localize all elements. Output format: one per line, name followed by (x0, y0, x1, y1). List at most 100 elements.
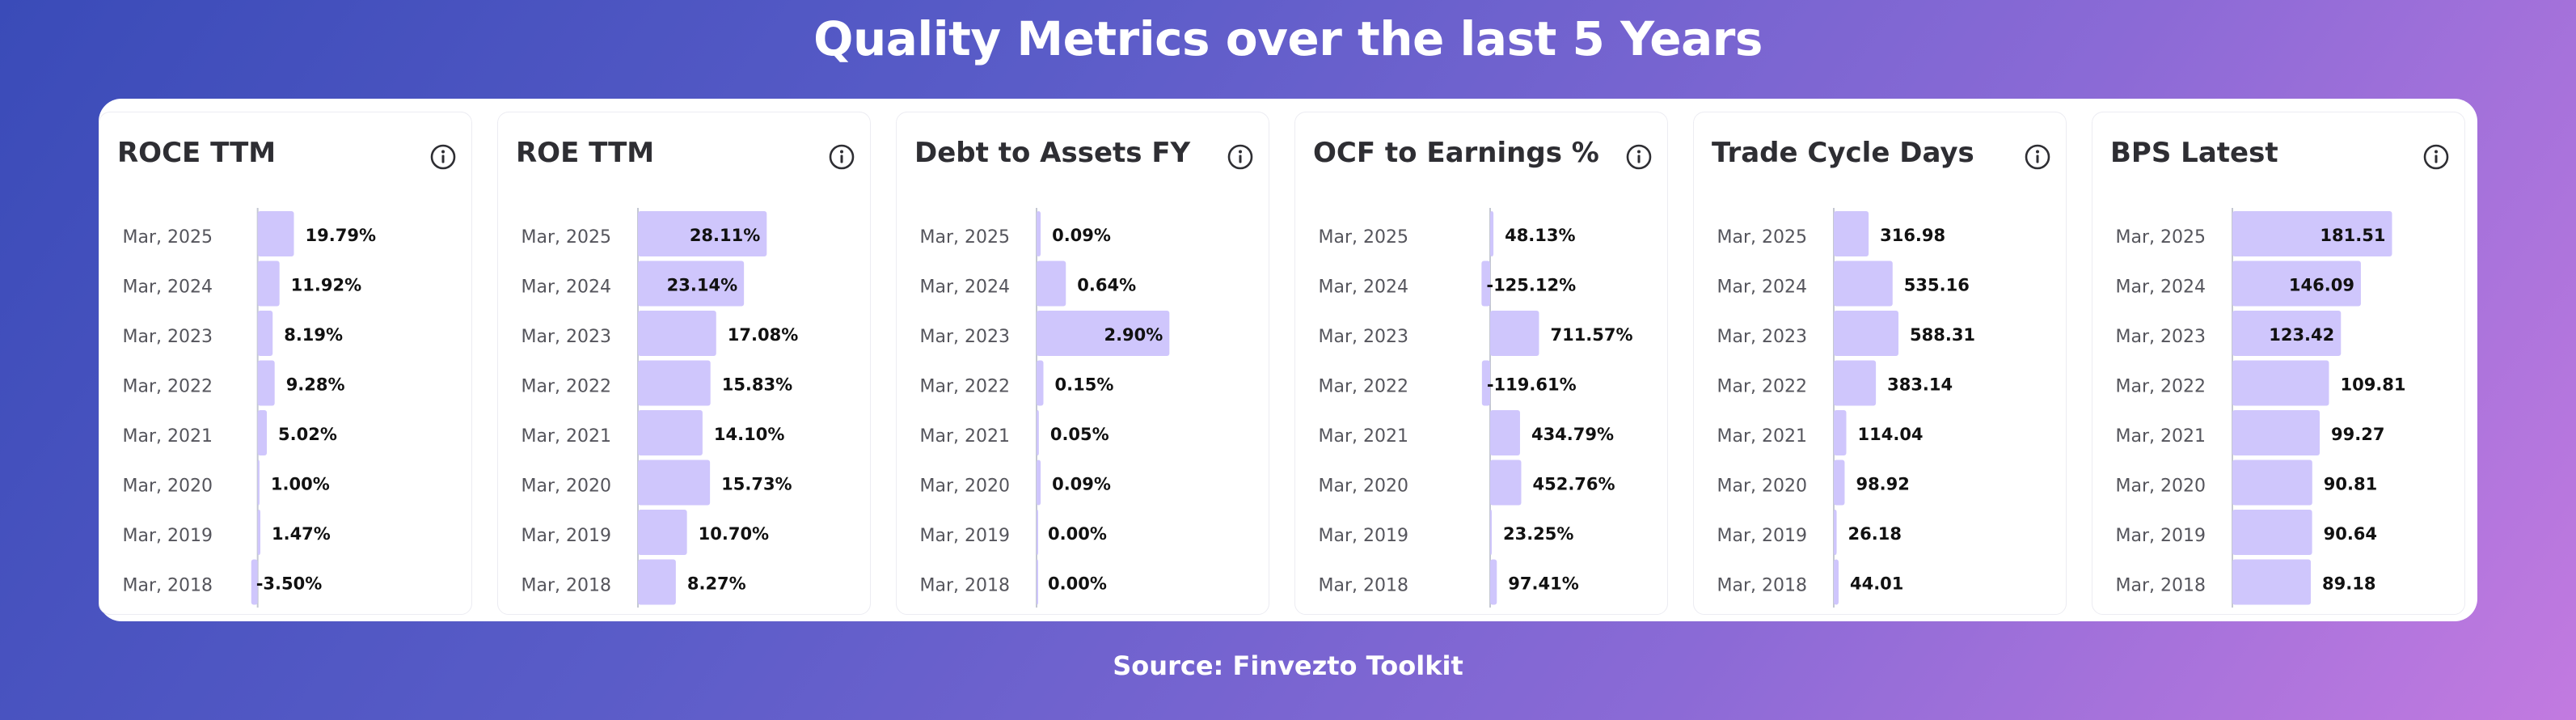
bar[interactable] (638, 311, 716, 356)
bar[interactable] (1490, 510, 1492, 555)
bar[interactable] (2232, 460, 2312, 506)
category-label: Mar, 2019 (2116, 526, 2206, 546)
value-label: 14.10% (714, 425, 784, 444)
bar[interactable] (1834, 559, 1839, 605)
value-label: 11.92% (291, 276, 361, 295)
panel-title: BPS Latest (2110, 137, 2278, 169)
category-label: Mar, 2021 (2116, 426, 2206, 447)
value-label: 316.98 (1880, 226, 1945, 245)
bar[interactable] (257, 410, 268, 455)
bar[interactable] (1481, 360, 1490, 406)
value-label: 10.70% (699, 524, 769, 544)
value-label: 98.92 (1856, 475, 1909, 494)
bar[interactable] (257, 211, 294, 256)
bar[interactable] (1834, 311, 1899, 356)
value-label: -3.50% (256, 574, 323, 594)
bar[interactable] (1037, 360, 1044, 406)
panel-title: Debt to Assets FY (914, 137, 1191, 169)
bar[interactable] (1834, 460, 1845, 506)
bar[interactable] (2232, 559, 2312, 605)
category-label: Mar, 2022 (522, 377, 611, 397)
bar-chart: Mar, 2025 0.09% Mar, 2024 0.64% Mar, 2023 2.9… (920, 208, 1170, 608)
bar[interactable] (2232, 360, 2329, 406)
info-icon[interactable] (1625, 143, 1653, 171)
bar[interactable] (257, 360, 275, 406)
category-label: Mar, 2025 (123, 227, 213, 248)
category-label: Mar, 2018 (2116, 576, 2206, 596)
bar[interactable] (638, 260, 745, 307)
bar[interactable] (1834, 360, 1877, 406)
bar[interactable] (2232, 211, 2392, 256)
bar[interactable] (638, 410, 703, 455)
bar[interactable] (1834, 410, 1847, 455)
bar-chart: Mar, 2025 181.51 Mar, 2024 146.09 Mar, 2023 1… (2116, 208, 2406, 608)
panel-debt-to-assets: Debt to Assets FY Mar, 2025 0.09% Mar, 202… (896, 112, 1269, 615)
bar[interactable] (1834, 510, 1837, 555)
bar[interactable] (257, 260, 280, 307)
bar[interactable] (2232, 311, 2342, 356)
bar[interactable] (1037, 510, 1038, 555)
value-label: 5.02% (278, 425, 337, 444)
bar[interactable] (257, 460, 260, 506)
bar[interactable] (1481, 260, 1490, 307)
category-label: Mar, 2024 (920, 277, 1010, 298)
value-label: 114.04 (1858, 425, 1924, 444)
bar[interactable] (1037, 260, 1066, 307)
bar[interactable] (1834, 211, 1869, 256)
value-label: 181.51 (2320, 226, 2385, 245)
bar[interactable] (1037, 410, 1039, 455)
category-label: Mar, 2020 (1717, 476, 1807, 497)
category-label: Mar, 2023 (1717, 327, 1807, 347)
bar[interactable] (2232, 260, 2361, 307)
panel-title: ROE TTM (516, 137, 655, 169)
bar-chart: Mar, 2025 28.11% Mar, 2024 23.14% Mar, 2023 1… (522, 208, 798, 608)
bar[interactable] (1037, 211, 1041, 256)
bar[interactable] (638, 211, 767, 256)
panel-trade-cycle-days: Trade Cycle Days Mar, 2025 316.98 Mar, 202… (1693, 112, 2067, 615)
bar[interactable] (1490, 311, 1539, 356)
category-label: Mar, 2024 (123, 277, 213, 298)
category-label: Mar, 2019 (123, 526, 213, 546)
bar[interactable] (2232, 510, 2312, 555)
panel-title: OCF to Earnings % (1313, 137, 1599, 169)
value-label: 123.42 (2269, 325, 2334, 345)
category-label: Mar, 2018 (1717, 576, 1807, 596)
bar[interactable] (257, 510, 260, 555)
info-icon[interactable] (1227, 143, 1254, 171)
page-title: Quality Metrics over the last 5 Years (813, 11, 1763, 66)
info-icon[interactable] (2024, 143, 2051, 171)
bar[interactable] (1834, 260, 1893, 307)
category-label: Mar, 2021 (1717, 426, 1807, 447)
bar[interactable] (1490, 559, 1497, 605)
bar[interactable] (251, 559, 258, 605)
bar[interactable] (638, 510, 687, 555)
category-label: Mar, 2020 (1319, 476, 1408, 497)
category-label: Mar, 2021 (522, 426, 611, 447)
category-label: Mar, 2025 (2116, 227, 2206, 248)
info-icon[interactable] (828, 143, 855, 171)
value-label: 0.09% (1052, 475, 1111, 494)
bar[interactable] (2232, 410, 2321, 455)
bar[interactable] (1037, 311, 1170, 356)
value-label: 0.09% (1052, 226, 1111, 245)
bar[interactable] (257, 311, 273, 356)
bar[interactable] (1490, 410, 1520, 455)
bar[interactable] (1490, 211, 1494, 256)
category-label: Mar, 2020 (123, 476, 213, 497)
info-icon[interactable] (429, 143, 457, 171)
value-label: 23.14% (667, 276, 737, 295)
bar[interactable] (1037, 559, 1038, 605)
bar[interactable] (638, 460, 711, 506)
bar[interactable] (1490, 460, 1522, 506)
bar[interactable] (638, 559, 676, 605)
value-label: 588.31 (1910, 325, 1975, 345)
panel-ocf-to-earnings: OCF to Earnings % Mar, 2025 48.13% Mar, 20… (1294, 112, 1668, 615)
source-caption: Source: Finvezto Toolkit (1113, 650, 1463, 681)
value-label: 2.90% (1104, 325, 1163, 345)
bar[interactable] (638, 360, 711, 406)
info-icon[interactable] (2422, 143, 2450, 171)
category-label: Mar, 2024 (522, 277, 611, 298)
value-label: -119.61% (1487, 375, 1577, 395)
value-label: 19.79% (306, 226, 376, 245)
bar[interactable] (1037, 460, 1041, 506)
